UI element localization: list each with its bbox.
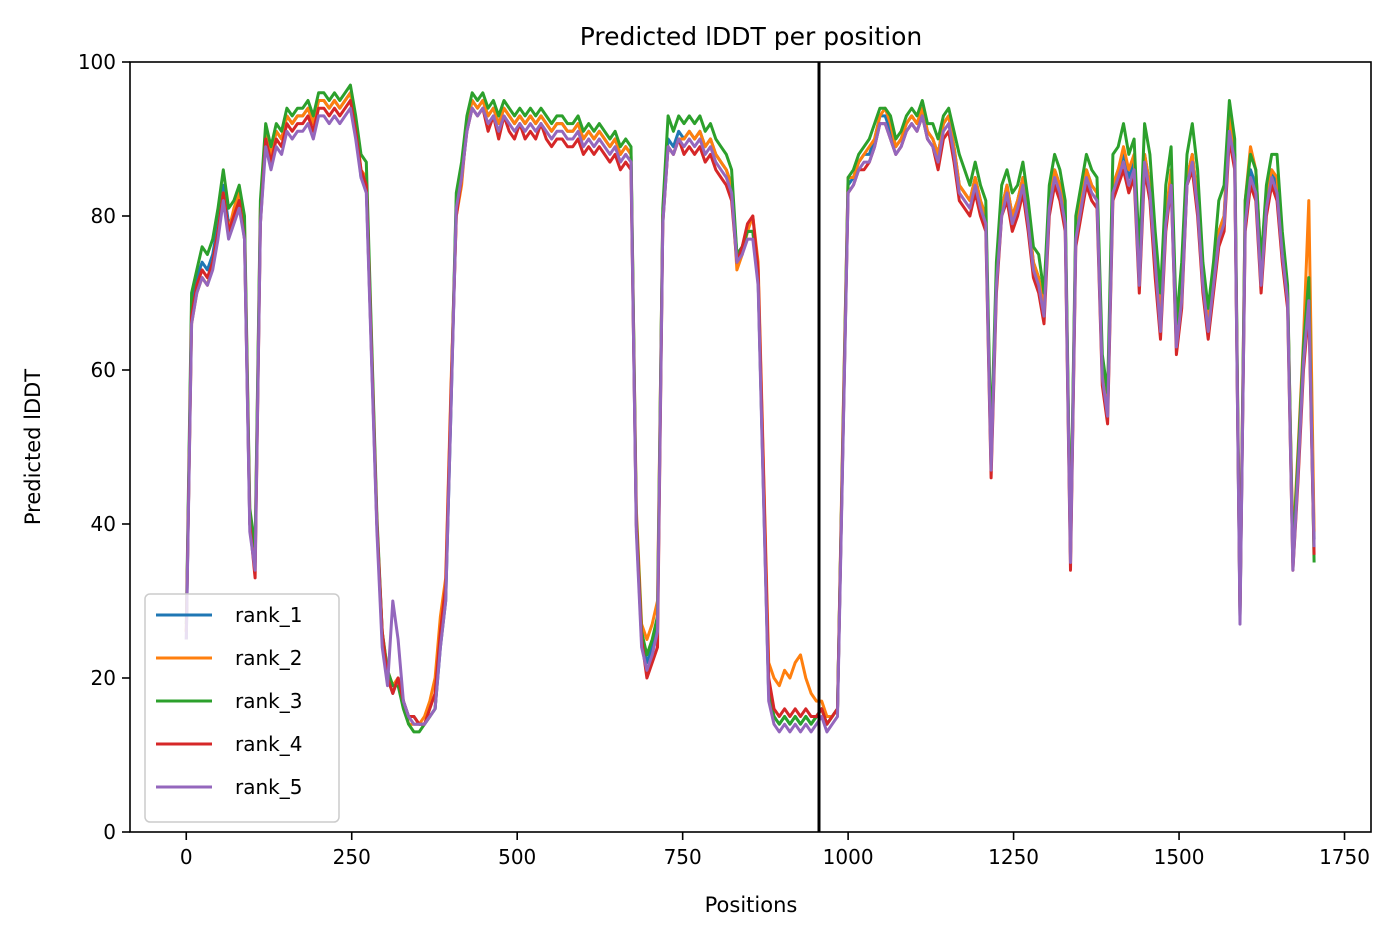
legend-label-rank_3: rank_3 (235, 689, 302, 713)
x-tick-label: 1750 (1319, 845, 1370, 869)
y-axis-title: Predicted lDDT (21, 369, 45, 525)
x-tick-label: 500 (498, 845, 536, 869)
series-line-rank_4 (184, 99, 1316, 726)
x-axis-title: Positions (705, 893, 798, 917)
legend-label-rank_2: rank_2 (235, 646, 302, 670)
y-tick-label: 100 (78, 50, 116, 74)
x-axis: 0 250 500 750 1000 1250 1500 1750 (180, 832, 1370, 869)
y-tick-label: 40 (91, 512, 116, 536)
legend: rank_1 rank_2 rank_3 rank_4 rank_5 (144, 593, 340, 823)
x-tick-label: 0 (180, 845, 193, 869)
legend-label-rank_4: rank_4 (235, 732, 302, 756)
x-tick-label: 1250 (988, 845, 1039, 869)
x-tick-label: 1500 (1154, 845, 1205, 869)
x-tick-label: 250 (333, 845, 371, 869)
legend-label-rank_1: rank_1 (235, 603, 302, 627)
x-tick-label: 750 (664, 845, 702, 869)
y-tick-label: 0 (103, 820, 116, 844)
y-axis: 0 20 40 60 80 100 (78, 50, 130, 844)
legend-box (144, 593, 340, 823)
plot-frame (129, 61, 1372, 833)
chart-title: Predicted lDDT per position (580, 22, 922, 51)
y-tick-label: 20 (91, 666, 116, 690)
series-group (184, 83, 1316, 734)
series-line-rank_5 (184, 106, 1316, 734)
x-tick-label: 1000 (823, 845, 874, 869)
legend-label-rank_5: rank_5 (235, 775, 302, 799)
y-tick-label: 80 (91, 204, 116, 228)
y-tick-label: 60 (91, 358, 116, 382)
